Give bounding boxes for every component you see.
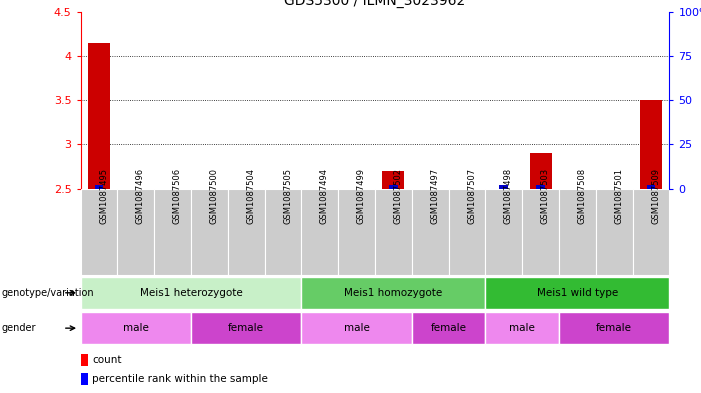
Bar [383,171,404,189]
Bar [485,277,669,309]
Bar [191,189,228,275]
Text: GSM1087507: GSM1087507 [467,167,476,224]
Bar [81,354,88,366]
Text: male: male [510,323,535,333]
Bar [485,189,522,275]
Text: female: female [597,323,632,333]
Text: male: male [123,323,149,333]
Text: GSM1087498: GSM1087498 [504,167,513,224]
Bar [265,189,301,275]
Bar [389,185,398,189]
Text: GSM1087502: GSM1087502 [393,167,402,224]
Bar [449,189,485,275]
Text: percentile rank within the sample: percentile rank within the sample [93,374,268,384]
Text: Meis1 wild type: Meis1 wild type [537,288,618,298]
Bar [529,153,552,189]
Text: GSM1087500: GSM1087500 [210,167,219,224]
Bar [95,185,104,189]
Text: Meis1 homozygote: Meis1 homozygote [344,288,442,298]
Text: male: male [343,323,369,333]
Bar [81,277,301,309]
Text: GSM1087495: GSM1087495 [99,167,108,224]
Bar [412,189,449,275]
Bar [646,185,655,189]
Bar [485,312,559,344]
Text: count: count [93,355,122,365]
Bar [596,189,632,275]
Text: GSM1087508: GSM1087508 [578,167,587,224]
Bar [536,185,545,189]
Bar [499,185,508,189]
Bar [640,100,662,189]
Title: GDS5300 / ILMN_3023962: GDS5300 / ILMN_3023962 [285,0,465,8]
Bar [301,312,411,344]
Bar [81,189,118,275]
Text: gender: gender [1,323,36,333]
Text: GSM1087506: GSM1087506 [172,167,182,224]
Bar [118,189,154,275]
Text: GSM1087496: GSM1087496 [136,167,145,224]
Bar [375,189,412,275]
Text: GSM1087503: GSM1087503 [540,167,550,224]
Text: genotype/variation: genotype/variation [1,288,94,298]
Bar [412,312,485,344]
Text: GSM1087504: GSM1087504 [246,167,255,224]
Bar [228,189,265,275]
Bar [81,373,88,385]
Text: GSM1087499: GSM1087499 [357,167,366,224]
Bar [88,43,110,189]
Text: female: female [430,323,467,333]
Bar [81,312,191,344]
Text: GSM1087509: GSM1087509 [651,167,660,224]
Text: GSM1087501: GSM1087501 [614,167,623,224]
Text: Meis1 heterozygote: Meis1 heterozygote [139,288,243,298]
Bar [191,312,301,344]
Bar [154,189,191,275]
Text: GSM1087494: GSM1087494 [320,167,329,224]
Bar [338,189,375,275]
Bar [559,312,669,344]
Bar [559,189,596,275]
Text: GSM1087505: GSM1087505 [283,167,292,224]
Text: female: female [229,323,264,333]
Bar [632,189,669,275]
Bar [522,189,559,275]
Bar [301,277,485,309]
Text: GSM1087497: GSM1087497 [430,167,440,224]
Bar [301,189,338,275]
